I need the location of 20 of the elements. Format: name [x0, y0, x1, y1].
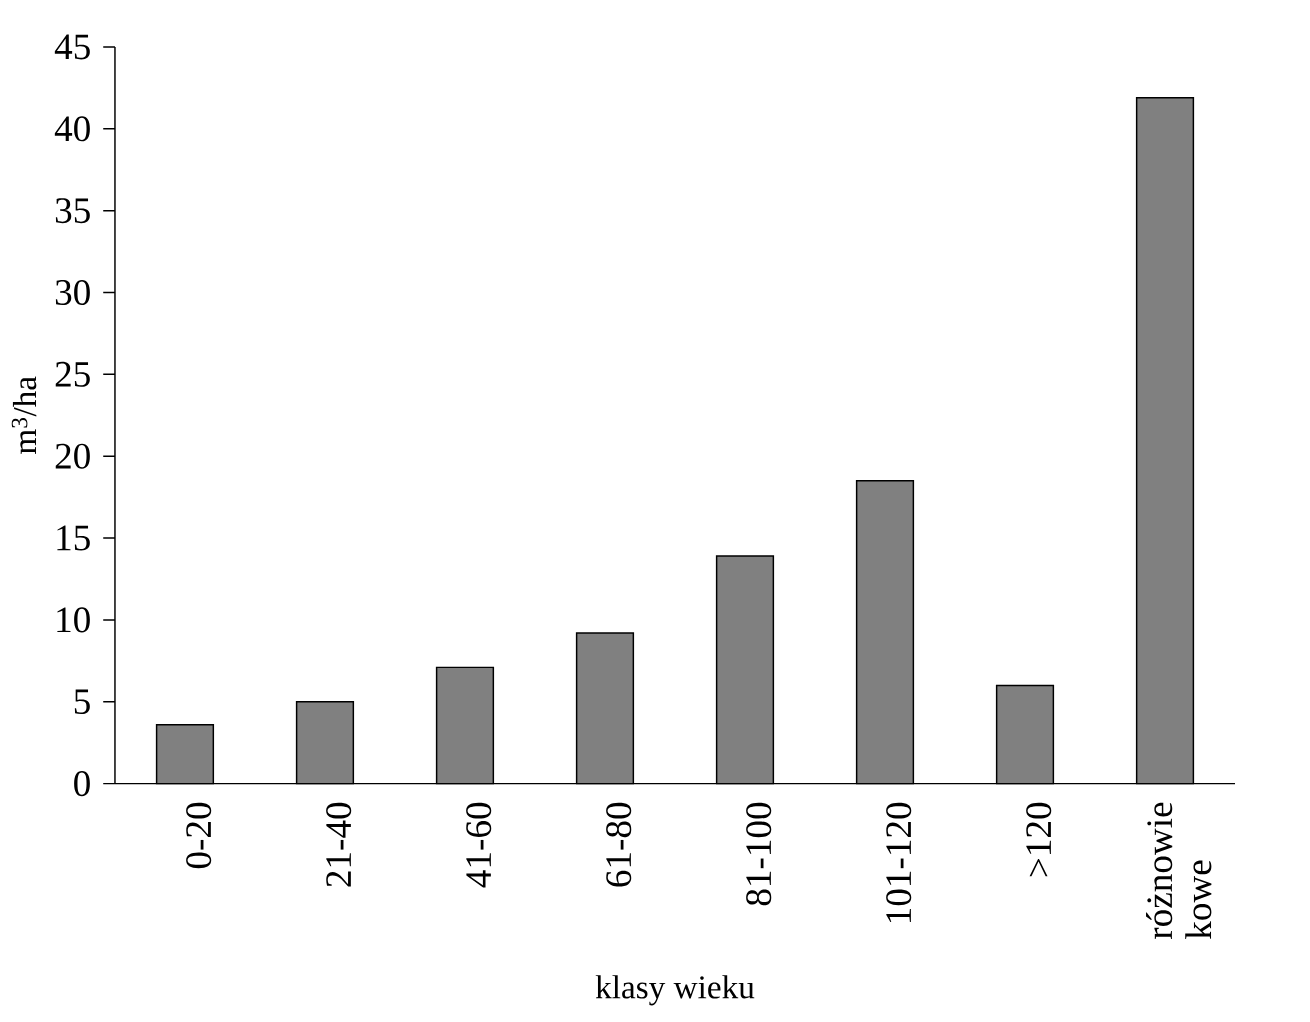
- y-axis-title: m$^{3}$/ha: [11, 376, 37, 454]
- x-tick-label: 81-100: [746, 802, 772, 906]
- y-tick-label: 5: [74, 689, 90, 714]
- x-tick-label: 0-20: [186, 802, 212, 868]
- x-tick-label: 101-120: [886, 802, 912, 922]
- x-tick-label: 21-40: [326, 802, 352, 887]
- x-tick-label: 61-80: [606, 802, 632, 887]
- x-tick-label: różnowie kowe: [1146, 802, 1212, 939]
- y-tick-label: 45: [54, 34, 90, 60]
- y-tick-label: 25: [55, 361, 90, 387]
- y-tick-label: 0: [74, 770, 90, 796]
- y-tick-label: 15: [57, 525, 90, 551]
- x-tick-label: >120: [1026, 802, 1052, 877]
- x-axis-title: klasy wieku: [595, 974, 755, 1006]
- y-tick-label: 30: [55, 279, 90, 305]
- y-tick-label: 10: [57, 607, 90, 633]
- y-tick-label: 40: [54, 116, 90, 142]
- y-tick-label: 35: [55, 198, 90, 223]
- x-tick-label: 41-60: [466, 802, 492, 888]
- y-tick-label: 20: [55, 443, 90, 469]
